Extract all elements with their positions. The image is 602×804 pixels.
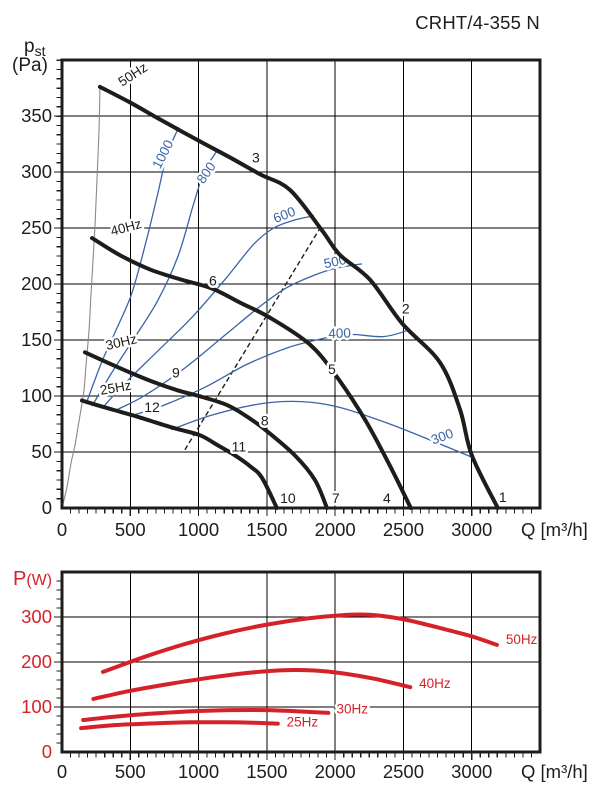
y-tick-0: 0	[42, 497, 52, 518]
y-tick-50: 50	[31, 441, 52, 462]
operating-point-3: 3	[252, 149, 260, 165]
iso-curve-label-400: 400	[328, 325, 351, 341]
x-tick-500: 500	[115, 761, 146, 782]
iso-curve-600	[101, 215, 315, 409]
iso-curve-800	[91, 151, 217, 407]
x-tick-1500: 1500	[246, 519, 287, 540]
operating-point-11: 11	[232, 438, 247, 454]
operating-point-12: 12	[144, 399, 160, 415]
iso-curve-label-500: 500	[322, 252, 347, 271]
iso-curve-1000	[85, 126, 180, 405]
operating-point-7: 7	[332, 490, 340, 506]
curve-50Hz	[97, 84, 500, 510]
y-tick-labels: 0 50 100 150 200 250 300 350	[21, 105, 52, 518]
curve-40Hz	[91, 667, 413, 701]
operating-point-4: 4	[383, 490, 391, 506]
x-tick-3000: 3000	[451, 519, 492, 540]
x-tick-2000: 2000	[315, 519, 356, 540]
plot-frame	[60, 58, 542, 510]
curve-label-40Hz: 40Hz	[109, 216, 144, 239]
iso-curve-label-800: 800	[194, 159, 219, 186]
x-tick-labels: 0 500 1000 1500 2000 2500 3000	[57, 761, 492, 782]
axis-ticks	[54, 59, 533, 516]
x-tick-1000: 1000	[178, 519, 219, 540]
iso-curve-label-1000: 1000	[149, 137, 176, 171]
iso-curve-label-600: 600	[271, 204, 298, 226]
x-axis-title: Q [m³/h]	[521, 519, 588, 540]
y-tick-labels: 0 100 200 300	[21, 606, 52, 762]
y-tick-300: 300	[21, 161, 52, 182]
y-tick-150: 150	[21, 329, 52, 350]
y-tick-100: 100	[21, 385, 52, 406]
curve-30Hz	[82, 350, 329, 510]
x-tick-0: 0	[57, 761, 67, 782]
x-tick-1000: 1000	[178, 761, 219, 782]
min-flow-boundary-curve	[61, 86, 101, 509]
operating-point-9: 9	[172, 364, 180, 380]
curve-label-50Hz: 50Hz	[506, 632, 538, 647]
curve-label-40Hz: 40Hz	[419, 676, 451, 691]
page-title: CRHT/4-355 N	[415, 12, 540, 33]
curve-50Hz	[100, 612, 499, 674]
x-axis-title: Q [m³/h]	[521, 761, 588, 782]
axis-ticks	[54, 580, 533, 760]
curve-label-30Hz: 30Hz	[337, 701, 369, 716]
operating-point-2: 2	[402, 301, 410, 317]
y-tick-250: 250	[21, 217, 52, 238]
operating-point-1: 1	[499, 489, 507, 505]
operating-point-5: 5	[328, 361, 336, 377]
dashed-system-line	[184, 225, 323, 451]
pressure-chart: 100080060050040030050Hz40Hz30Hz25Hz12345…	[12, 36, 588, 540]
series-curves: 50Hz 40Hz 30Hz 25Hz	[79, 612, 540, 732]
curve-25Hz	[79, 720, 280, 731]
y-tick-0: 0	[42, 741, 52, 762]
y-axis-unit: (Pa)	[12, 55, 48, 76]
plot-frame	[60, 570, 542, 754]
y-tick-200: 200	[21, 651, 52, 672]
iso-curve-500	[114, 263, 363, 412]
x-tick-1500: 1500	[246, 761, 287, 782]
operating-point-10: 10	[280, 490, 296, 506]
y-tick-200: 200	[21, 273, 52, 294]
iso-curve-label-300: 300	[429, 426, 455, 448]
iso-curve-300	[171, 400, 474, 459]
y-tick-300: 300	[21, 606, 52, 627]
curve-label-25Hz: 25Hz	[287, 714, 319, 729]
x-tick-labels: 0 500 1000 1500 2000 2500 3000	[57, 519, 492, 540]
curve-label-30Hz: 30Hz	[104, 331, 138, 353]
operating-point-6: 6	[209, 273, 217, 289]
x-tick-2000: 2000	[315, 761, 356, 782]
operating-point-8: 8	[261, 413, 269, 429]
y-tick-100: 100	[21, 696, 52, 717]
x-tick-2500: 2500	[383, 519, 424, 540]
y-axis-title: P(W)	[13, 568, 52, 590]
x-tick-3000: 3000	[451, 761, 492, 782]
curve-label-25Hz: 25Hz	[99, 378, 133, 398]
curve-25Hz	[79, 398, 279, 510]
x-tick-0: 0	[57, 519, 67, 540]
curve-30Hz	[81, 708, 331, 723]
y-tick-350: 350	[21, 105, 52, 126]
x-tick-2500: 2500	[383, 761, 424, 782]
iso-curve-400	[133, 330, 407, 416]
curve-40Hz	[90, 236, 413, 510]
x-tick-500: 500	[115, 519, 146, 540]
curve-label-50Hz: 50Hz	[115, 60, 150, 90]
